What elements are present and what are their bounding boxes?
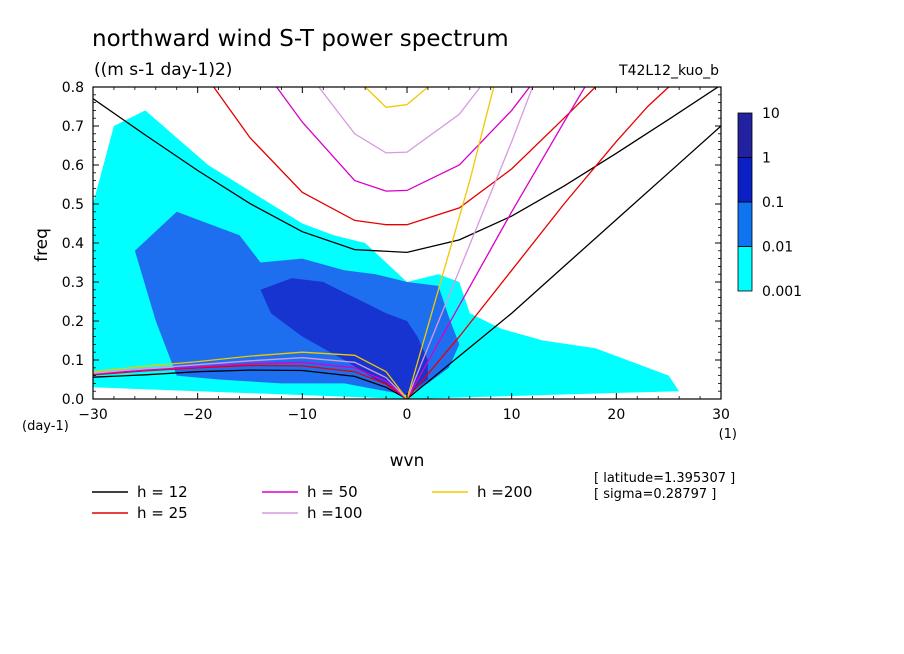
colorbar-label-0: 0.001	[762, 284, 802, 300]
curve-10	[93, 357, 408, 399]
curve-13	[93, 351, 408, 399]
x-tick-label-2: −10	[288, 407, 318, 423]
curve-14	[406, 87, 495, 399]
colorbar-label-4: 10	[762, 106, 780, 122]
curve-3	[212, 87, 596, 226]
y-tick-label-4: 0.4	[62, 236, 84, 252]
curve-1	[93, 369, 408, 399]
curve-7	[93, 361, 408, 399]
x-unit-label: (1)	[719, 427, 737, 442]
curve-9	[317, 87, 481, 154]
curve-8	[406, 87, 586, 399]
y-axis-label: freq	[32, 228, 52, 262]
y-tick-label-5: 0.5	[62, 197, 84, 213]
dispersion-curves	[93, 87, 721, 399]
y-tick-label-6: 0.6	[62, 158, 84, 174]
legend-label-0: h = 12	[137, 483, 188, 501]
legend: h = 12 h = 25 h = 50 h =100 h =200	[92, 483, 532, 522]
x-tick-label-1: −20	[183, 407, 213, 423]
colorbar-segment-0	[737, 246, 753, 292]
curve-12	[364, 87, 429, 108]
x-tick-label-3: 0	[403, 407, 412, 423]
curve-4	[93, 364, 408, 399]
legend-label-3: h =100	[307, 504, 362, 522]
colorbar-label-1: 0.01	[762, 240, 793, 256]
y-tick-label-2: 0.2	[62, 314, 84, 330]
y-tick-label-8: 0.8	[62, 80, 84, 96]
y-axis: 0.0 0.1 0.2 0.3 0.4 0.5 0.6 0.7 0.8	[62, 80, 721, 408]
x-tick-label-6: 30	[712, 407, 730, 423]
colorbar-segment-3	[737, 112, 753, 158]
sigma-annotation: [ sigma=0.28797 ]	[594, 487, 716, 502]
curve-6	[275, 87, 531, 192]
latitude-annotation: [ latitude=1.395307 ]	[594, 471, 735, 486]
x-axis-label: wvn	[390, 451, 425, 471]
curve-2	[406, 125, 721, 399]
x-tick-label-0: −30	[78, 407, 108, 423]
units-label: ((m s-1 day-1)2)	[94, 60, 232, 80]
curve-11	[406, 87, 534, 399]
colorbar-label-3: 1	[762, 151, 771, 167]
curve-5	[406, 87, 670, 399]
curve-0	[93, 87, 720, 254]
colorbar-label-2: 0.1	[762, 195, 784, 211]
run-label: T42L12_kuo_b	[618, 63, 719, 79]
x-tick-label-4: 10	[503, 407, 521, 423]
y-unit-label: (day-1)	[22, 419, 69, 434]
x-axis: −30 −20 −10 0 10 20 30	[78, 87, 730, 423]
y-tick-label-1: 0.1	[62, 353, 84, 369]
shaded-regions	[93, 110, 680, 399]
colorbar-segment-1	[737, 201, 753, 247]
chart-title: northward wind S-T power spectrum	[92, 26, 509, 52]
y-tick-label-7: 0.7	[62, 119, 84, 135]
region-2	[260, 278, 428, 396]
colorbar-segment-2	[737, 157, 753, 203]
colorbar: 0.001 0.01 0.1 1 10	[737, 106, 802, 300]
y-tick-label-0: 0.0	[62, 392, 84, 408]
legend-label-1: h = 25	[137, 504, 188, 522]
x-tick-label-5: 20	[607, 407, 625, 423]
legend-label-2: h = 50	[307, 483, 358, 501]
legend-label-4: h =200	[477, 483, 532, 501]
y-tick-label-3: 0.3	[62, 275, 84, 291]
